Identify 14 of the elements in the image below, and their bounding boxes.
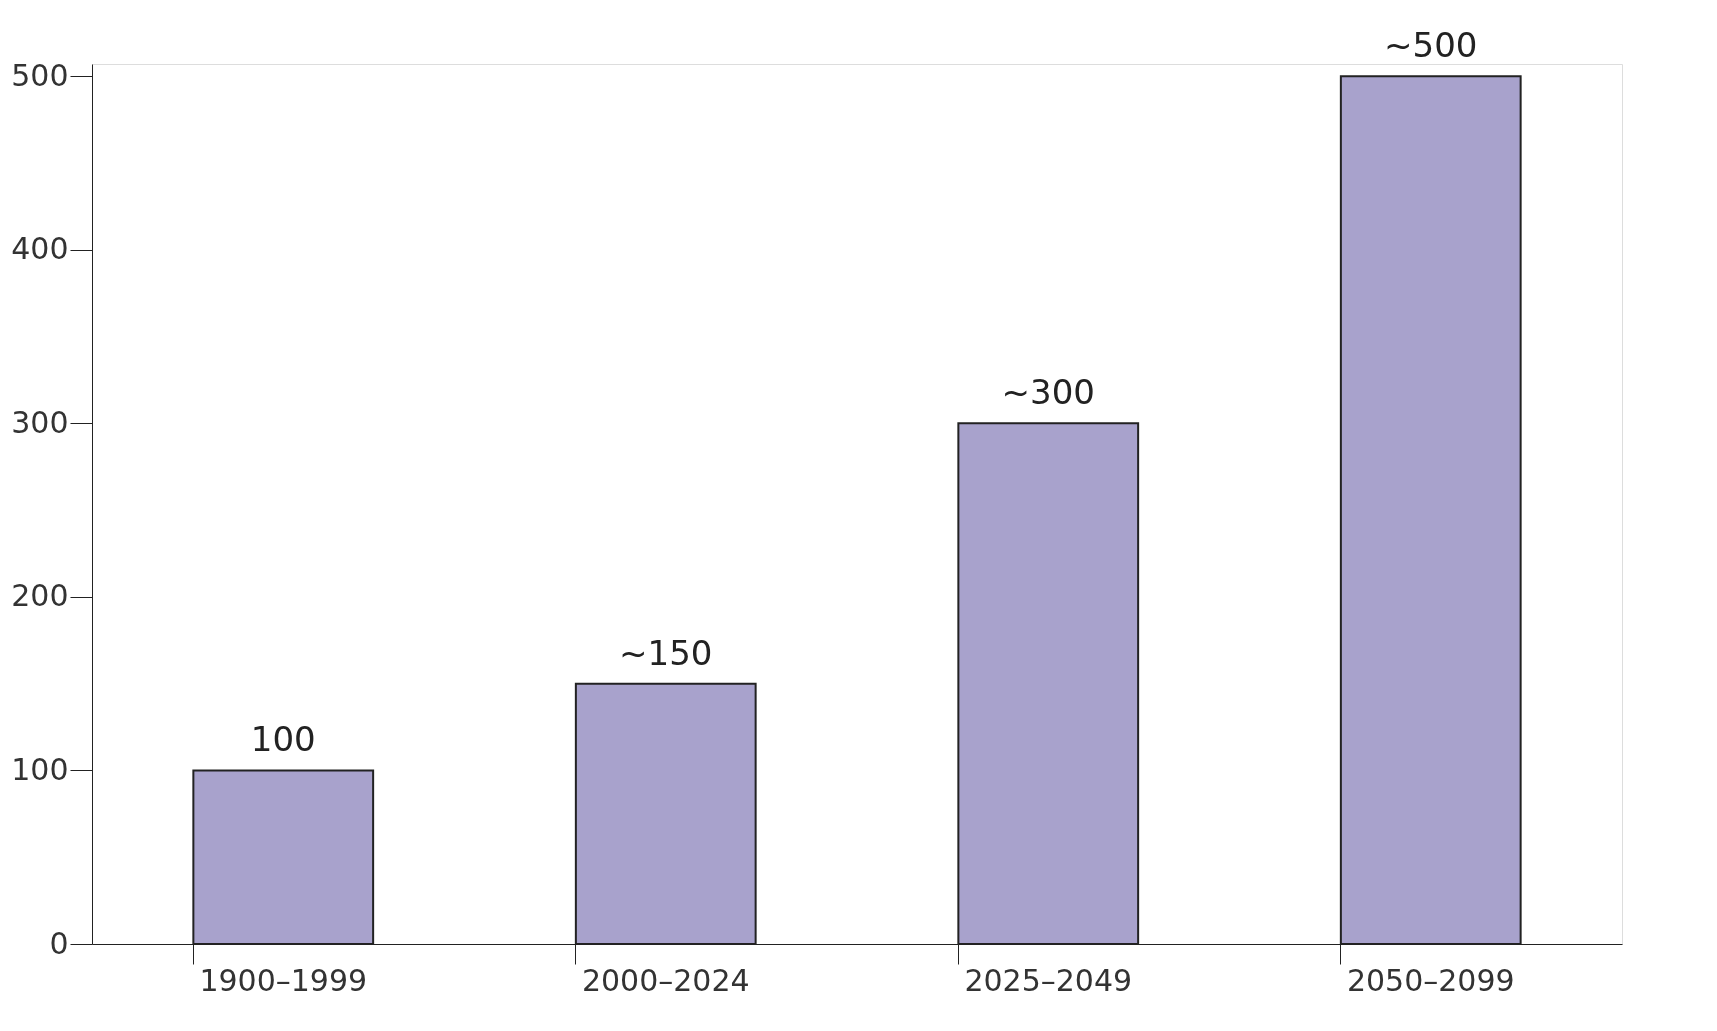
y-tick-label: 200: [11, 578, 69, 614]
x-tick-label: 2025–2049: [964, 962, 1133, 998]
x-tick-label: 2050–2099: [1346, 962, 1515, 998]
y-tick-label: 0: [49, 925, 69, 961]
y-tick-label: 500: [11, 57, 69, 93]
data-label: ~150: [619, 632, 713, 673]
data-label: 100: [250, 719, 316, 760]
y-tick-label: 300: [11, 404, 69, 440]
x-tick-label: 1900–1999: [199, 962, 368, 998]
x-tick-label: 2000–2024: [581, 962, 750, 998]
data-label: ~300: [1001, 372, 1095, 413]
data-label: ~500: [1384, 25, 1478, 66]
y-tick-label: 100: [11, 751, 69, 787]
y-tick-label: 400: [11, 231, 69, 267]
